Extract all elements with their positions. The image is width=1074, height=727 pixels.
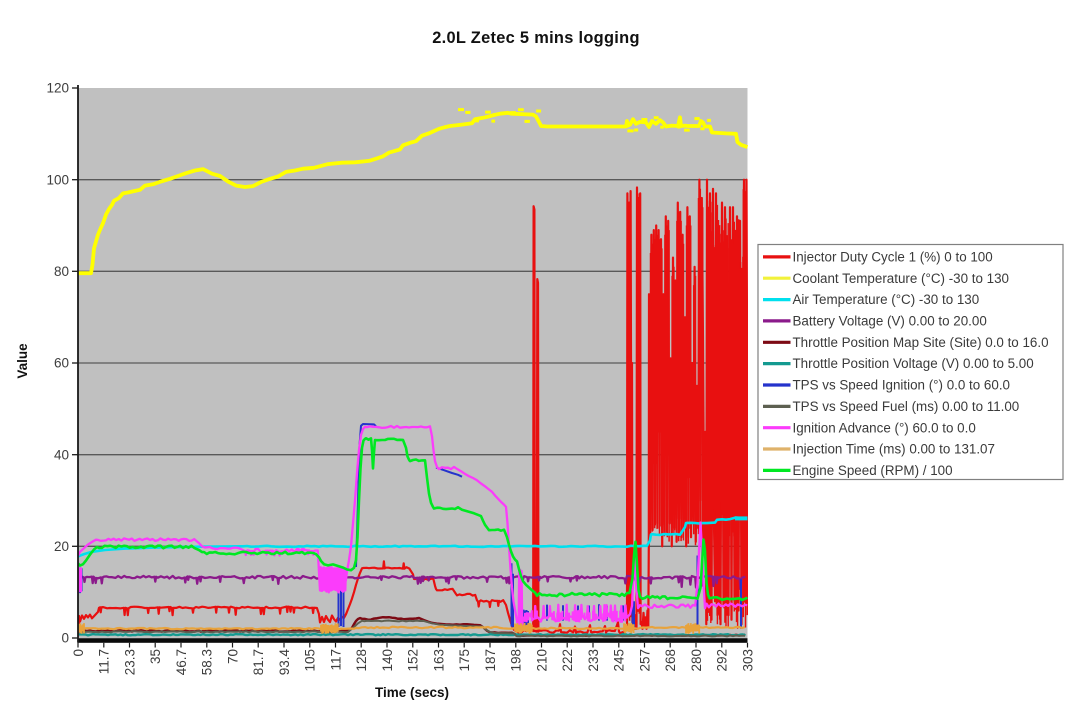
svg-text:Time (secs): Time (secs) [375, 685, 449, 700]
svg-text:120: 120 [46, 81, 69, 96]
svg-text:Value: Value [15, 343, 30, 379]
svg-text:257: 257 [637, 649, 652, 672]
svg-text:11.7: 11.7 [97, 649, 112, 674]
svg-text:163: 163 [431, 649, 446, 672]
svg-text:Engine Speed (RPM) / 100: Engine Speed (RPM) / 100 [793, 463, 953, 478]
svg-text:222: 222 [560, 649, 575, 672]
svg-text:TPS vs Speed Ignition (°) 0.0: TPS vs Speed Ignition (°) 0.0 to 60.0 [793, 378, 1011, 393]
svg-text:210: 210 [534, 649, 549, 672]
svg-text:20: 20 [54, 539, 69, 554]
svg-text:2.0L Zetec 5 mins logging: 2.0L Zetec 5 mins logging [432, 29, 640, 47]
svg-text:Battery Voltage (V) 0.00 to 20: Battery Voltage (V) 0.00 to 20.00 [793, 314, 987, 329]
svg-text:46.7: 46.7 [174, 649, 189, 675]
svg-text:Air Temperature (°C) -30 to 13: Air Temperature (°C) -30 to 130 [793, 292, 980, 307]
svg-text:70: 70 [225, 649, 240, 664]
svg-text:117: 117 [328, 649, 343, 671]
svg-text:187: 187 [483, 649, 498, 672]
svg-text:58.3: 58.3 [200, 649, 215, 675]
svg-text:198: 198 [509, 649, 524, 672]
svg-text:268: 268 [663, 649, 678, 672]
svg-text:Injector Duty Cycle 1 (%) 0 to: Injector Duty Cycle 1 (%) 0 to 100 [793, 250, 993, 265]
svg-text:128: 128 [354, 649, 369, 672]
svg-text:0: 0 [71, 649, 86, 657]
svg-text:60: 60 [54, 356, 69, 371]
svg-text:40: 40 [54, 447, 69, 462]
svg-text:100: 100 [46, 172, 69, 187]
svg-text:80: 80 [54, 264, 69, 279]
svg-text:Injection Time (ms) 0.00 to 13: Injection Time (ms) 0.00 to 131.07 [793, 442, 995, 457]
svg-text:152: 152 [406, 649, 421, 672]
svg-text:93.4: 93.4 [277, 649, 292, 676]
svg-text:Throttle Position Map Site (Si: Throttle Position Map Site (Site) 0.0 to… [793, 335, 1049, 350]
svg-text:233: 233 [586, 649, 601, 672]
svg-text:280: 280 [689, 649, 704, 672]
svg-text:35: 35 [148, 649, 163, 664]
svg-text:TPS vs Speed Fuel (ms) 0.00 to: TPS vs Speed Fuel (ms) 0.00 to 11.00 [793, 399, 1020, 414]
svg-text:81.7: 81.7 [251, 649, 266, 675]
svg-text:303: 303 [740, 649, 755, 672]
svg-text:175: 175 [457, 649, 472, 672]
svg-text:0: 0 [61, 631, 69, 646]
svg-text:Ignition Advance (°) 60.0 to 0: Ignition Advance (°) 60.0 to 0.0 [793, 420, 976, 435]
svg-text:Throttle Position Voltage (V): Throttle Position Voltage (V) 0.00 to 5.… [793, 356, 1034, 371]
svg-text:140: 140 [380, 649, 395, 672]
svg-text:292: 292 [715, 649, 730, 672]
svg-text:23.3: 23.3 [122, 649, 137, 675]
svg-text:245: 245 [612, 649, 627, 672]
svg-text:Coolant Temperature (°C) -30 t: Coolant Temperature (°C) -30 to 130 [793, 271, 1010, 286]
svg-text:105: 105 [303, 649, 318, 672]
